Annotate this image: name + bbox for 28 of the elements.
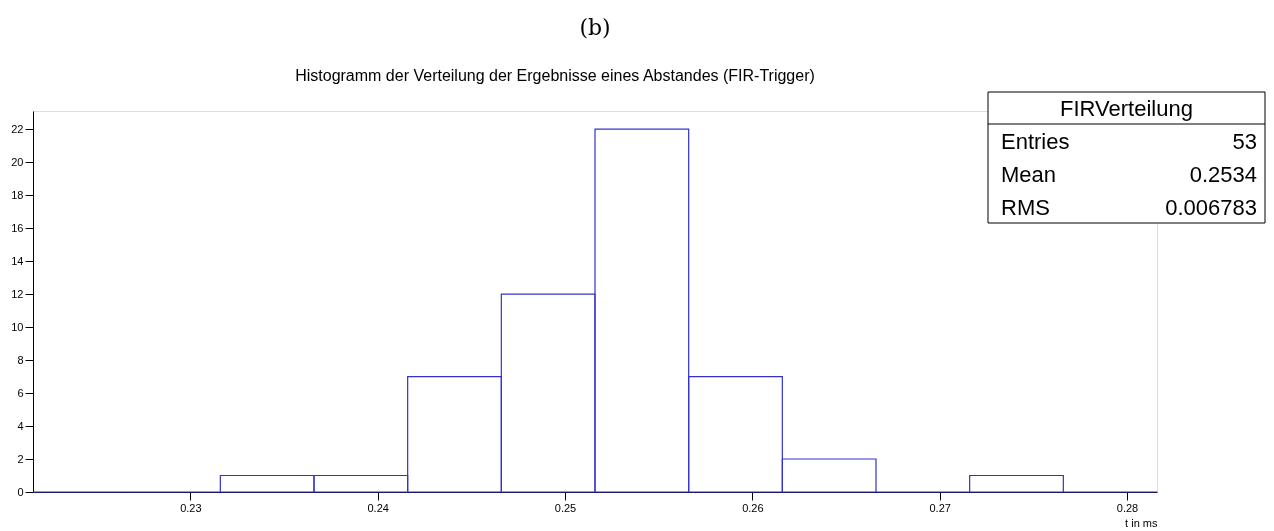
text: 53 — [1232, 129, 1257, 154]
y-tick-label: 10 — [11, 320, 24, 333]
annotation: RMS — [1001, 195, 1050, 220]
x-tick-label: 0.28 — [1116, 501, 1139, 514]
x-axis-title: t in ms — [1125, 516, 1158, 529]
x-tick-label: 0.26 — [742, 501, 764, 514]
text: 0.2534 — [1189, 162, 1257, 187]
text: (b) — [579, 15, 611, 40]
y-tick-label: 14 — [11, 254, 24, 267]
y-tick-label: 6 — [17, 386, 24, 399]
text: 0.006783 — [1165, 195, 1257, 220]
y-tick-label: 16 — [11, 221, 24, 234]
y-tick-label: 12 — [11, 287, 24, 300]
annotation: Entries — [1001, 129, 1070, 154]
y-tick-label: 8 — [17, 353, 24, 366]
x-tick-label: 0.25 — [554, 501, 577, 514]
y-tick-label: 22 — [11, 122, 24, 135]
annotation: FIRVerteilung — [1060, 96, 1193, 121]
x-tick-label: 0.24 — [367, 501, 389, 514]
y-tick-label: 4 — [17, 419, 24, 432]
annotation: Mean — [1001, 162, 1057, 187]
y-tick-label: 2 — [17, 452, 24, 465]
y-tick-label: 0 — [17, 485, 24, 498]
x-tick-label: 0.27 — [929, 501, 951, 514]
y-tick-label: 20 — [11, 155, 24, 168]
x-tick-label: 0.23 — [180, 501, 202, 514]
y-tick-label: 18 — [11, 188, 24, 201]
chart-title: Histogramm der Verteilung der Ergebnisse eines Abstandes (FIR-Trigger) — [295, 67, 815, 84]
